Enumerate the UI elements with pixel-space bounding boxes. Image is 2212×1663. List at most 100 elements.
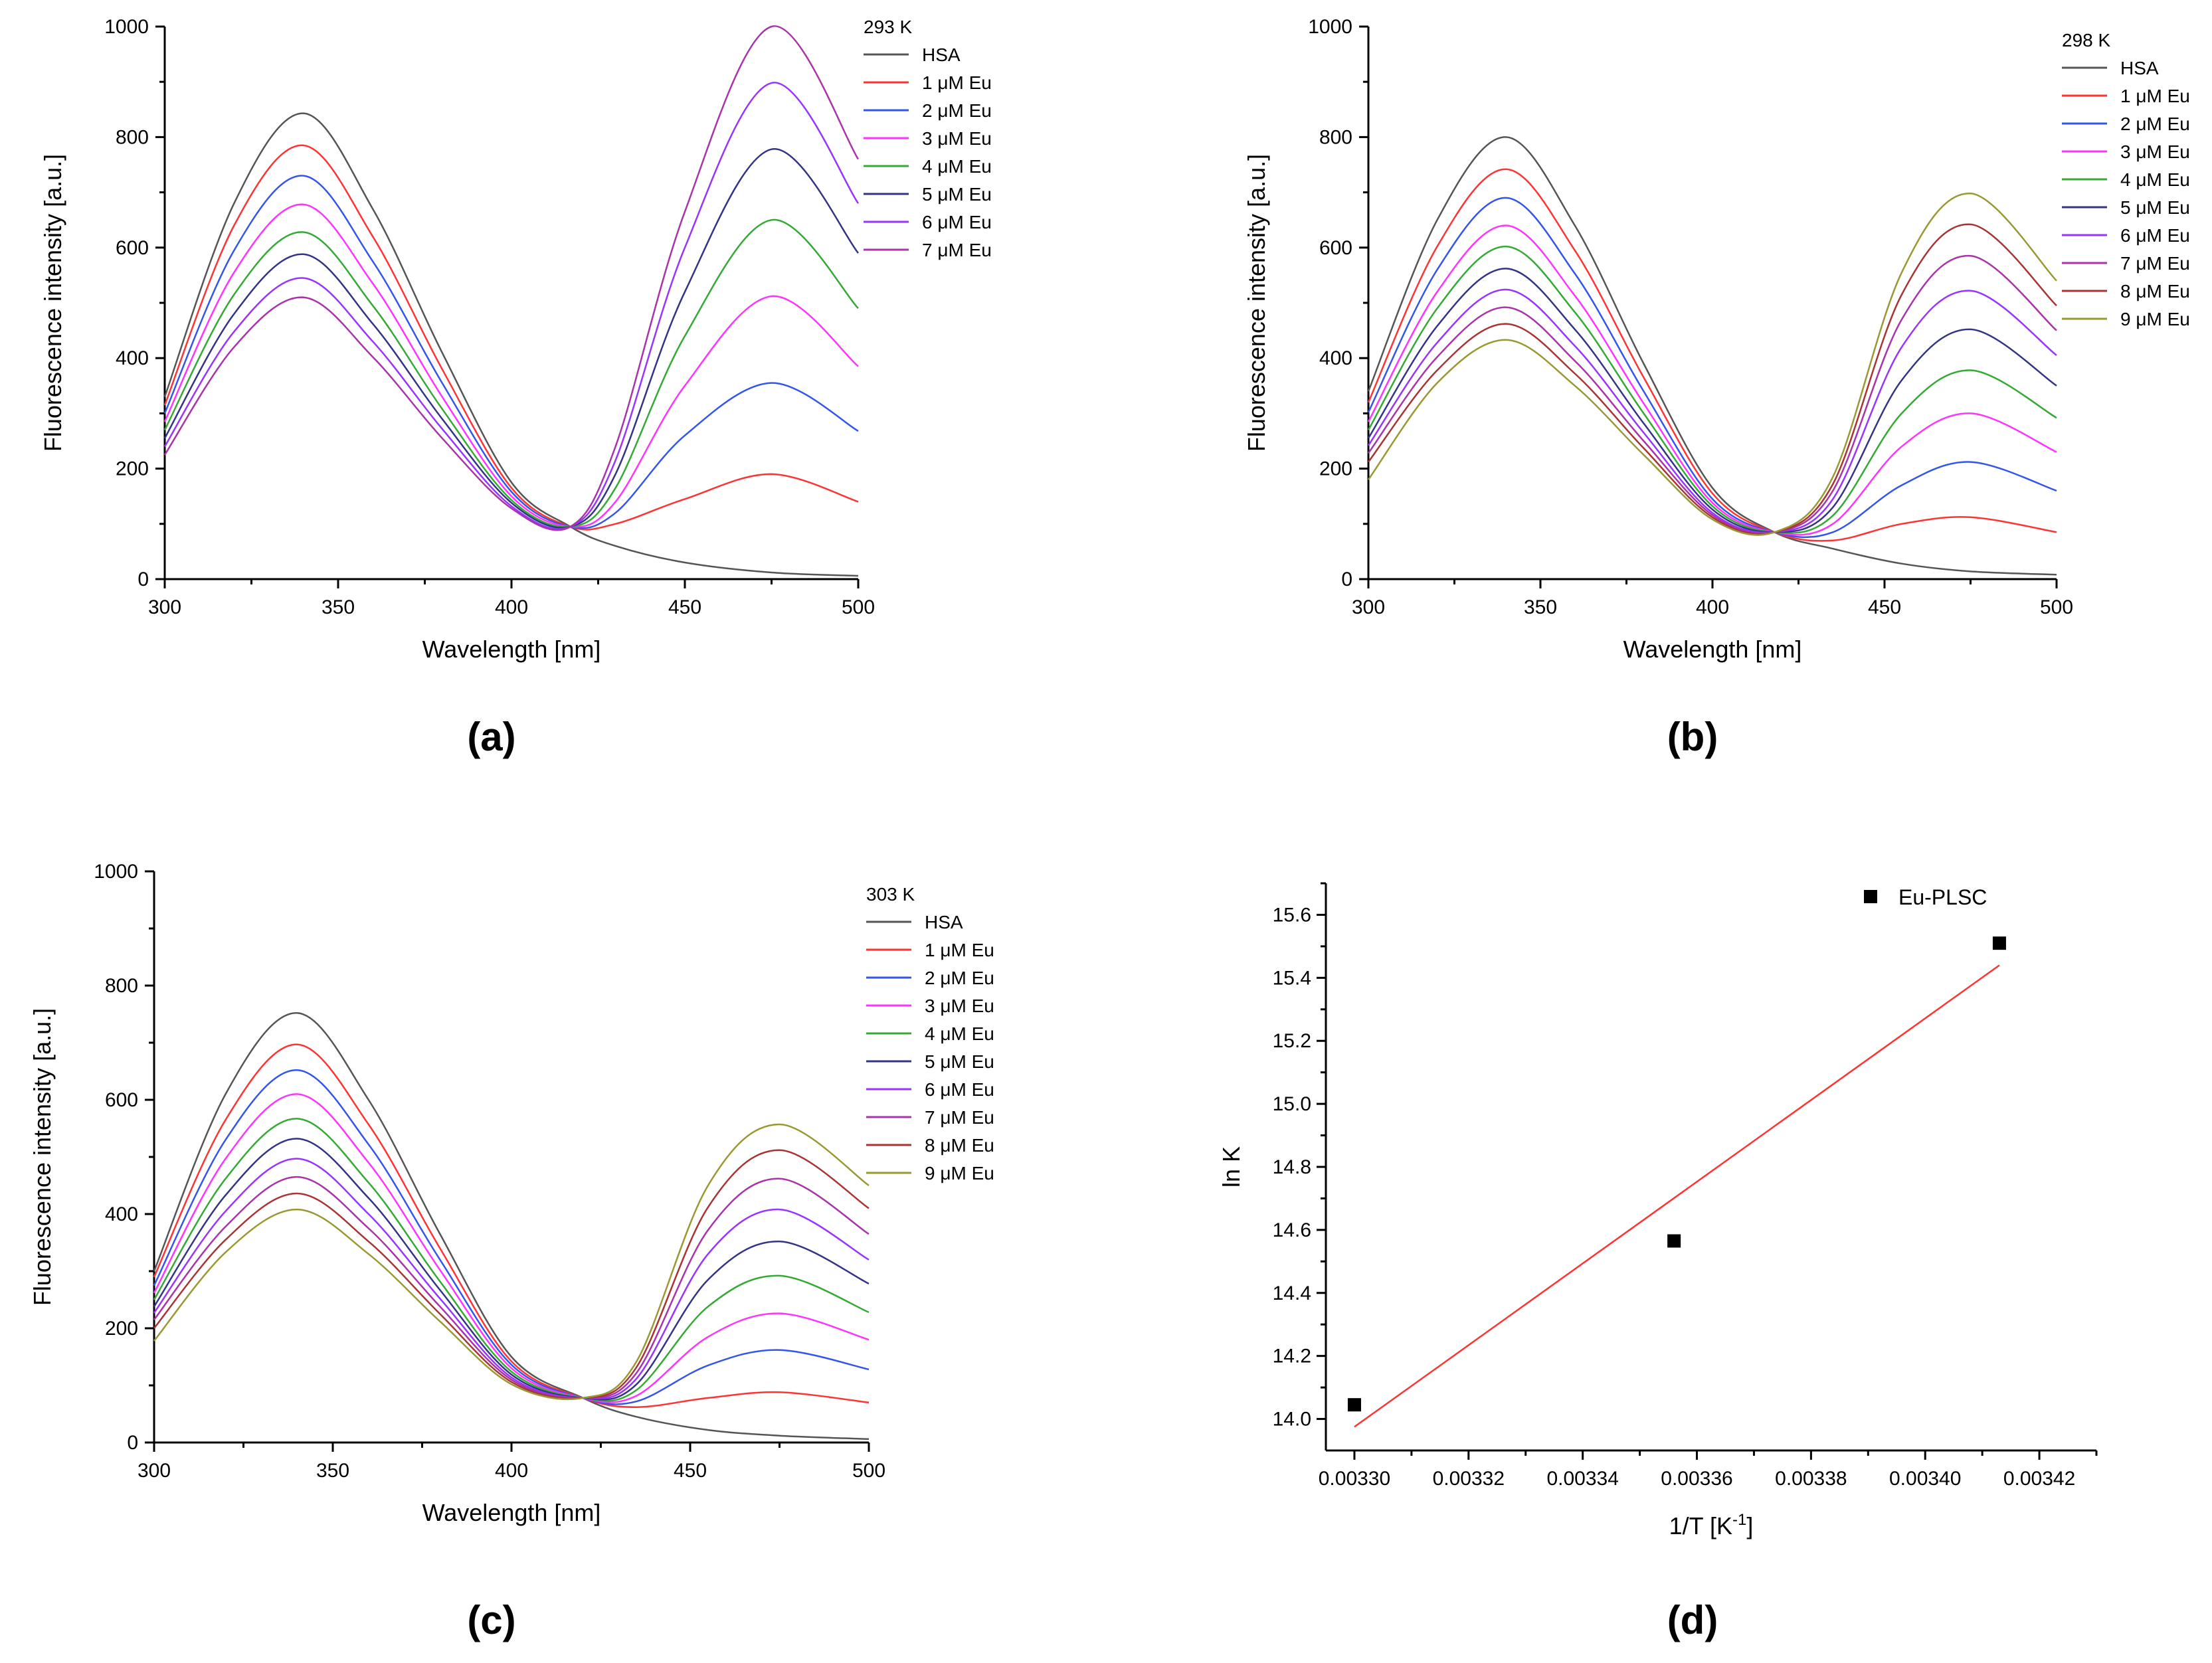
legend-label: 4 μM Eu (925, 1023, 994, 1044)
series-line (153, 1043, 870, 1408)
x-tick-label: 500 (842, 596, 875, 618)
legend-label: Eu-PLSC (1898, 885, 1987, 909)
y-tick-label: 0 (127, 1432, 138, 1454)
y-tick-label: 0 (1341, 569, 1352, 590)
x-tick-label: 450 (1868, 596, 1901, 618)
y-tick-label: 800 (105, 975, 138, 997)
series-line (1367, 197, 2057, 539)
x-tick-label: 0.00334 (1546, 1468, 1618, 1490)
legend-label: 5 μM Eu (922, 184, 992, 205)
y-tick-label: 400 (105, 1203, 138, 1225)
panel-a: 0 200 400 600 800 1000 300 350 400 450 500 Waveleng… (39, 16, 992, 759)
legend-label: 4 μM Eu (2120, 169, 2190, 190)
legend-label: 6 μM Eu (922, 212, 992, 232)
x-tick-label: 0.00342 (2003, 1468, 2075, 1490)
y-tick-label: 200 (1319, 458, 1352, 480)
x-tick-label: 300 (138, 1460, 171, 1482)
series-line (163, 82, 860, 530)
legend-label: 8 μM Eu (925, 1135, 994, 1156)
x-tick-label: 400 (1696, 596, 1729, 618)
legend-label: 9 μM Eu (2120, 309, 2190, 329)
x-tick-label: 500 (2040, 596, 2073, 618)
y-tick-label: 400 (1319, 347, 1352, 369)
y-tick-label: 14.4 (1273, 1282, 1311, 1304)
legend-label: 5 μM Eu (925, 1051, 994, 1072)
fit-line (1354, 964, 2000, 1428)
y-tick-label: 600 (1319, 237, 1352, 259)
y-tick-label: 800 (116, 126, 149, 148)
legend-label: 8 μM Eu (2120, 281, 2190, 302)
legend-title: 303 K (866, 884, 915, 905)
y-tick-label: 1000 (94, 861, 138, 883)
x-axis-label-main: 1/T [K (1669, 1512, 1732, 1539)
panel-d: 14.0 14.2 14.4 14.6 14.8 15.0 15.2 15.4 15.6 0.00… (1218, 882, 2098, 1642)
x-tick-label: 0.00340 (1889, 1468, 1961, 1490)
x-axis-label: Wavelength [nm] (422, 1499, 601, 1526)
x-axis-label: Wavelength [nm] (1623, 636, 1802, 663)
y-tick-label: 200 (105, 1318, 138, 1340)
data-point (1992, 936, 2006, 950)
series-line (1367, 136, 2057, 576)
legend-label: HSA (922, 44, 961, 65)
series-line (153, 1093, 870, 1403)
legend-label: HSA (2120, 58, 2159, 78)
y-tick-label: 600 (105, 1089, 138, 1111)
legend-title: 293 K (864, 17, 912, 37)
series-line (163, 148, 859, 529)
y-tick-label: 1000 (104, 16, 149, 38)
series-line (163, 112, 859, 577)
series-line (163, 25, 860, 531)
y-axis-label: ln K (1218, 1146, 1245, 1187)
legend-label: 4 μM Eu (922, 156, 992, 177)
series-line (1367, 288, 2057, 534)
legend-label: 3 μM Eu (2120, 141, 2190, 162)
y-axis-label: Fluorescence intensity [a.u.] (39, 154, 66, 452)
x-tick-label: 300 (1352, 596, 1385, 618)
series-line (1368, 223, 2057, 535)
x-tick-label: 450 (674, 1460, 707, 1482)
series-line (153, 1123, 870, 1401)
panel-caption: (c) (467, 1598, 515, 1642)
panel-caption: (b) (1667, 715, 1718, 759)
y-tick-label: 600 (116, 237, 149, 259)
series-line (153, 1118, 870, 1402)
x-tick-label: 0.00332 (1433, 1468, 1505, 1490)
x-tick-label: 500 (852, 1460, 885, 1482)
y-tick-label: 1000 (1308, 16, 1352, 38)
x-tick-label: 350 (316, 1460, 349, 1482)
series-line (153, 1176, 870, 1399)
y-tick-label: 14.8 (1273, 1156, 1311, 1178)
y-tick-label: 15.0 (1273, 1093, 1311, 1115)
y-tick-label: 15.2 (1273, 1030, 1311, 1052)
y-tick-label: 200 (116, 458, 149, 480)
x-tick-label: 0.00336 (1661, 1468, 1732, 1490)
x-axis-label-sup: -1 (1732, 1511, 1746, 1529)
series-line (163, 203, 859, 528)
x-axis-label-end: ] (1746, 1512, 1753, 1539)
y-tick-label: 14.2 (1273, 1346, 1311, 1367)
legend-label: 3 μM Eu (922, 128, 992, 149)
legend-title: 298 K (2062, 30, 2110, 50)
y-axis-label: Fluorescence intensity [a.u.] (29, 1008, 56, 1306)
data-point (1667, 1234, 1681, 1248)
legend-label: 2 μM Eu (2120, 114, 2190, 134)
legend-label: 7 μM Eu (2120, 253, 2190, 274)
legend-label: 7 μM Eu (922, 240, 992, 260)
x-tick-label: 300 (148, 596, 181, 618)
y-tick-label: 14.0 (1273, 1409, 1311, 1431)
series-line (163, 219, 859, 528)
series-line (1367, 168, 2057, 542)
y-tick-label: 15.4 (1273, 967, 1311, 989)
legend-label: 1 μM Eu (925, 940, 994, 960)
series-line (1367, 224, 2057, 536)
legend-label: 3 μM Eu (925, 996, 994, 1016)
x-tick-label: 0.00330 (1319, 1468, 1390, 1490)
panel-c: 0 200 400 600 800 1000 300 350 400 450 500 Waveleng… (29, 861, 994, 1642)
x-tick-label: 400 (495, 596, 528, 618)
legend-marker (1864, 890, 1877, 903)
series-line (153, 1012, 870, 1441)
legend-label: 1 μM Eu (922, 72, 992, 93)
y-tick-label: 15.6 (1273, 904, 1311, 926)
series-line (1367, 245, 2057, 534)
